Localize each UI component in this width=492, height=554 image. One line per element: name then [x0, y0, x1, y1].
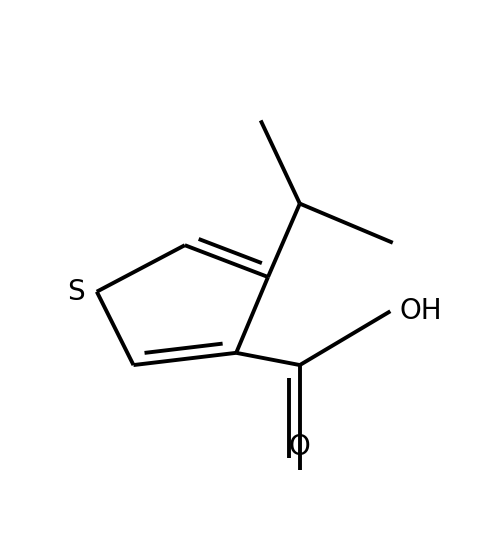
Text: O: O: [289, 433, 310, 461]
Text: S: S: [67, 278, 85, 306]
Text: OH: OH: [399, 297, 442, 325]
